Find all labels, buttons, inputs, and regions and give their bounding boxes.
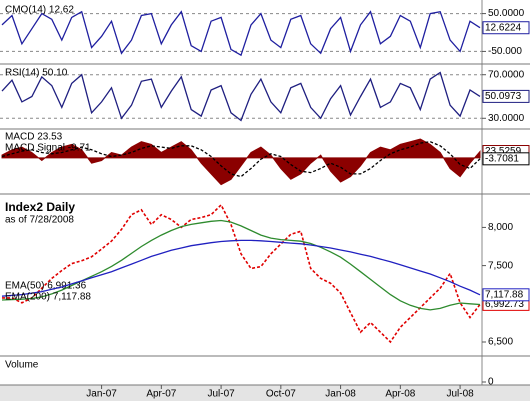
value-flag-label: 23.5259	[485, 146, 522, 157]
line	[1, 141, 481, 178]
x-tick-label: Apr-08	[385, 389, 415, 400]
line	[1, 10, 481, 57]
y-tick-label: 0	[488, 377, 494, 388]
value-flag-label: 12.6224	[485, 22, 522, 33]
legend-entry: MACD Signal -9.71	[5, 143, 91, 154]
value-flag-label: -3.7081	[485, 153, 519, 164]
value-flag-label: 6,992.73	[485, 299, 524, 310]
x-tick-label: Jan-07	[86, 389, 117, 400]
y-tick-label: 7,500	[488, 260, 513, 271]
panel-title: CMO(14) 12.62	[5, 5, 74, 16]
line	[1, 71, 481, 122]
x-tick-label: Oct-07	[266, 389, 296, 400]
panel-title: Index2 Daily	[5, 200, 75, 214]
x-tick-label: Jul-07	[207, 389, 235, 400]
x-tick-label: Apr-07	[146, 389, 176, 400]
value-flag	[482, 288, 530, 302]
value-flag	[482, 21, 530, 35]
y-tick-label: 8,000	[488, 222, 513, 233]
y-tick-label: -50.000	[488, 46, 522, 57]
value-flag	[482, 152, 530, 166]
y-tick-label: 70.0000	[488, 69, 525, 80]
x-axis-band	[0, 385, 530, 401]
value-flag-label: 7,117.88	[485, 289, 524, 300]
legend-entry: MACD 23.53	[5, 132, 63, 143]
line	[2, 203, 481, 344]
panel-title: Volume	[5, 360, 39, 371]
legend-entry: EMA(50) 6,991.36	[5, 281, 87, 292]
panel-subtitle: as of 7/28/2008	[5, 215, 74, 226]
value-flag-label: 50.0973	[485, 91, 522, 102]
panel-title: RSI(14) 50.10	[5, 68, 68, 79]
area	[1, 138, 481, 186]
value-flag	[482, 89, 530, 103]
y-tick-label: 30.0000	[488, 113, 525, 124]
y-tick-label: 6,500	[488, 337, 513, 348]
legend-entry: EMA(200) 7,117.88	[5, 292, 91, 303]
line	[1, 239, 481, 297]
x-tick-label: Jul-08	[446, 389, 474, 400]
x-tick-label: Jan-08	[325, 389, 356, 400]
y-tick-label: 50.0000	[488, 8, 525, 19]
